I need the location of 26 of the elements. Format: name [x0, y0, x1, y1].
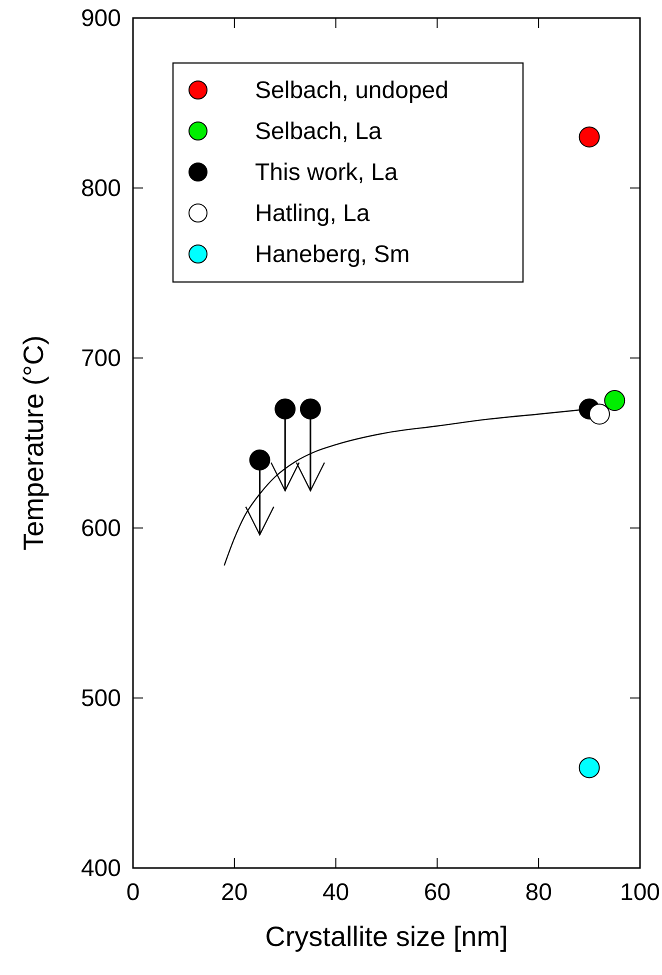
- x-tick-label: 20: [221, 879, 248, 906]
- legend-label: Selbach, La: [255, 118, 382, 145]
- y-tick-label: 600: [80, 515, 121, 542]
- y-tick-label: 900: [80, 5, 121, 32]
- x-axis-title: Crystallite size [nm]: [265, 921, 508, 952]
- point: [249, 450, 270, 470]
- legend-label: This work, La: [255, 159, 398, 186]
- legend-label: Hatling, La: [255, 200, 370, 227]
- y-axis-title: Temperature (°C): [18, 335, 49, 551]
- point: [588, 404, 610, 425]
- x-tick-label: 0: [126, 879, 140, 906]
- point: [604, 390, 626, 411]
- legend-label: Selbach, undoped: [255, 77, 448, 104]
- point: [274, 398, 296, 420]
- x-tick-label: 40: [322, 879, 350, 906]
- y-tick-label: 400: [80, 855, 121, 882]
- x-tick-label: 60: [424, 879, 451, 906]
- point: [578, 126, 600, 148]
- point: [300, 398, 321, 420]
- x-tick-label: 100: [620, 879, 660, 906]
- legend-label: Haneberg, Sm: [255, 241, 410, 268]
- y-tick-label: 500: [80, 685, 121, 712]
- point: [578, 757, 600, 778]
- x-tick-label: 80: [525, 879, 552, 906]
- y-tick-label: 800: [80, 175, 121, 202]
- y-tick-label: 700: [80, 345, 121, 372]
